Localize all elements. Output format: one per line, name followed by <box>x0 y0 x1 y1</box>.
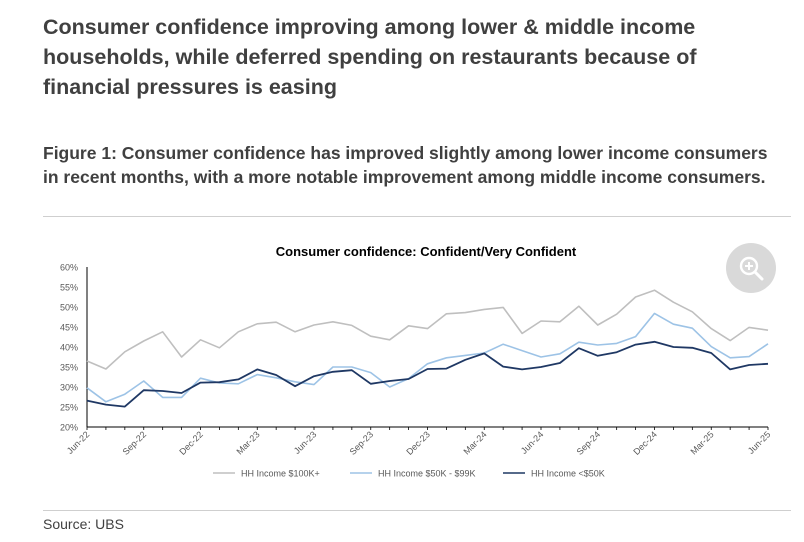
legend-label: HH Income <$50K <box>531 469 605 479</box>
x-tick-label: Jun-23 <box>292 429 319 456</box>
top-divider <box>43 216 791 217</box>
x-tick-label: Jun-25 <box>746 429 773 456</box>
y-tick-label: 50% <box>60 303 78 313</box>
chart-title: Consumer confidence: Confident/Very Conf… <box>276 244 577 259</box>
y-tick-label: 45% <box>60 323 78 333</box>
x-tick-label: Mar-24 <box>461 429 488 456</box>
x-tick-label: Mar-25 <box>688 429 715 456</box>
legend-label: HH Income $50K - $99K <box>378 469 476 479</box>
x-axis: Jun-22 Sep-22 Dec-22 Mar-23 Jun-23 Sep-23 Dec-… <box>65 426 773 457</box>
series-line-hh-50k-99k <box>86 312 769 403</box>
x-tick-label: Jun-22 <box>65 429 92 456</box>
series-layer <box>86 289 769 408</box>
x-tick-label: Dec-22 <box>177 429 205 457</box>
y-tick-label: 25% <box>60 403 78 413</box>
x-tick-label: Jun-24 <box>519 429 546 456</box>
legend-label: HH Income $100K+ <box>241 469 320 479</box>
x-tick-label: Sep-24 <box>575 429 603 457</box>
line-chart: Consumer confidence: Confident/Very Conf… <box>60 244 773 479</box>
figure-title: Figure 1: Consumer confidence has improv… <box>43 143 768 187</box>
y-tick-label: 30% <box>60 383 78 393</box>
y-axis: 20% 25% 30% 35% 40% 45% 50% 55% 60% <box>60 263 88 433</box>
chart-container: Consumer confidence: Confident/Very Conf… <box>43 228 791 506</box>
legend: HH Income $100K+ HH Income $50K - $99K HH … <box>213 469 605 479</box>
y-tick-label: 40% <box>60 343 78 353</box>
zoom-in-icon <box>739 256 764 281</box>
headline: Consumer confidence improving among lowe… <box>43 15 697 99</box>
series-line-hh-100k-plus <box>86 289 769 370</box>
series-line-hh-under-50k <box>86 340 769 408</box>
x-tick-label: Sep-23 <box>348 429 376 457</box>
zoom-button[interactable] <box>726 243 776 293</box>
y-tick-label: 55% <box>60 283 78 293</box>
bottom-divider <box>43 510 791 511</box>
x-tick-label: Sep-22 <box>121 429 149 457</box>
source-note: Source: UBS <box>43 516 124 532</box>
y-tick-label: 20% <box>60 423 78 433</box>
x-tick-label: Dec-23 <box>404 429 432 457</box>
x-tick-label: Mar-23 <box>234 429 261 456</box>
y-tick-label: 35% <box>60 363 78 373</box>
x-tick-label: Dec-24 <box>631 429 659 457</box>
y-tick-label: 60% <box>60 263 78 273</box>
